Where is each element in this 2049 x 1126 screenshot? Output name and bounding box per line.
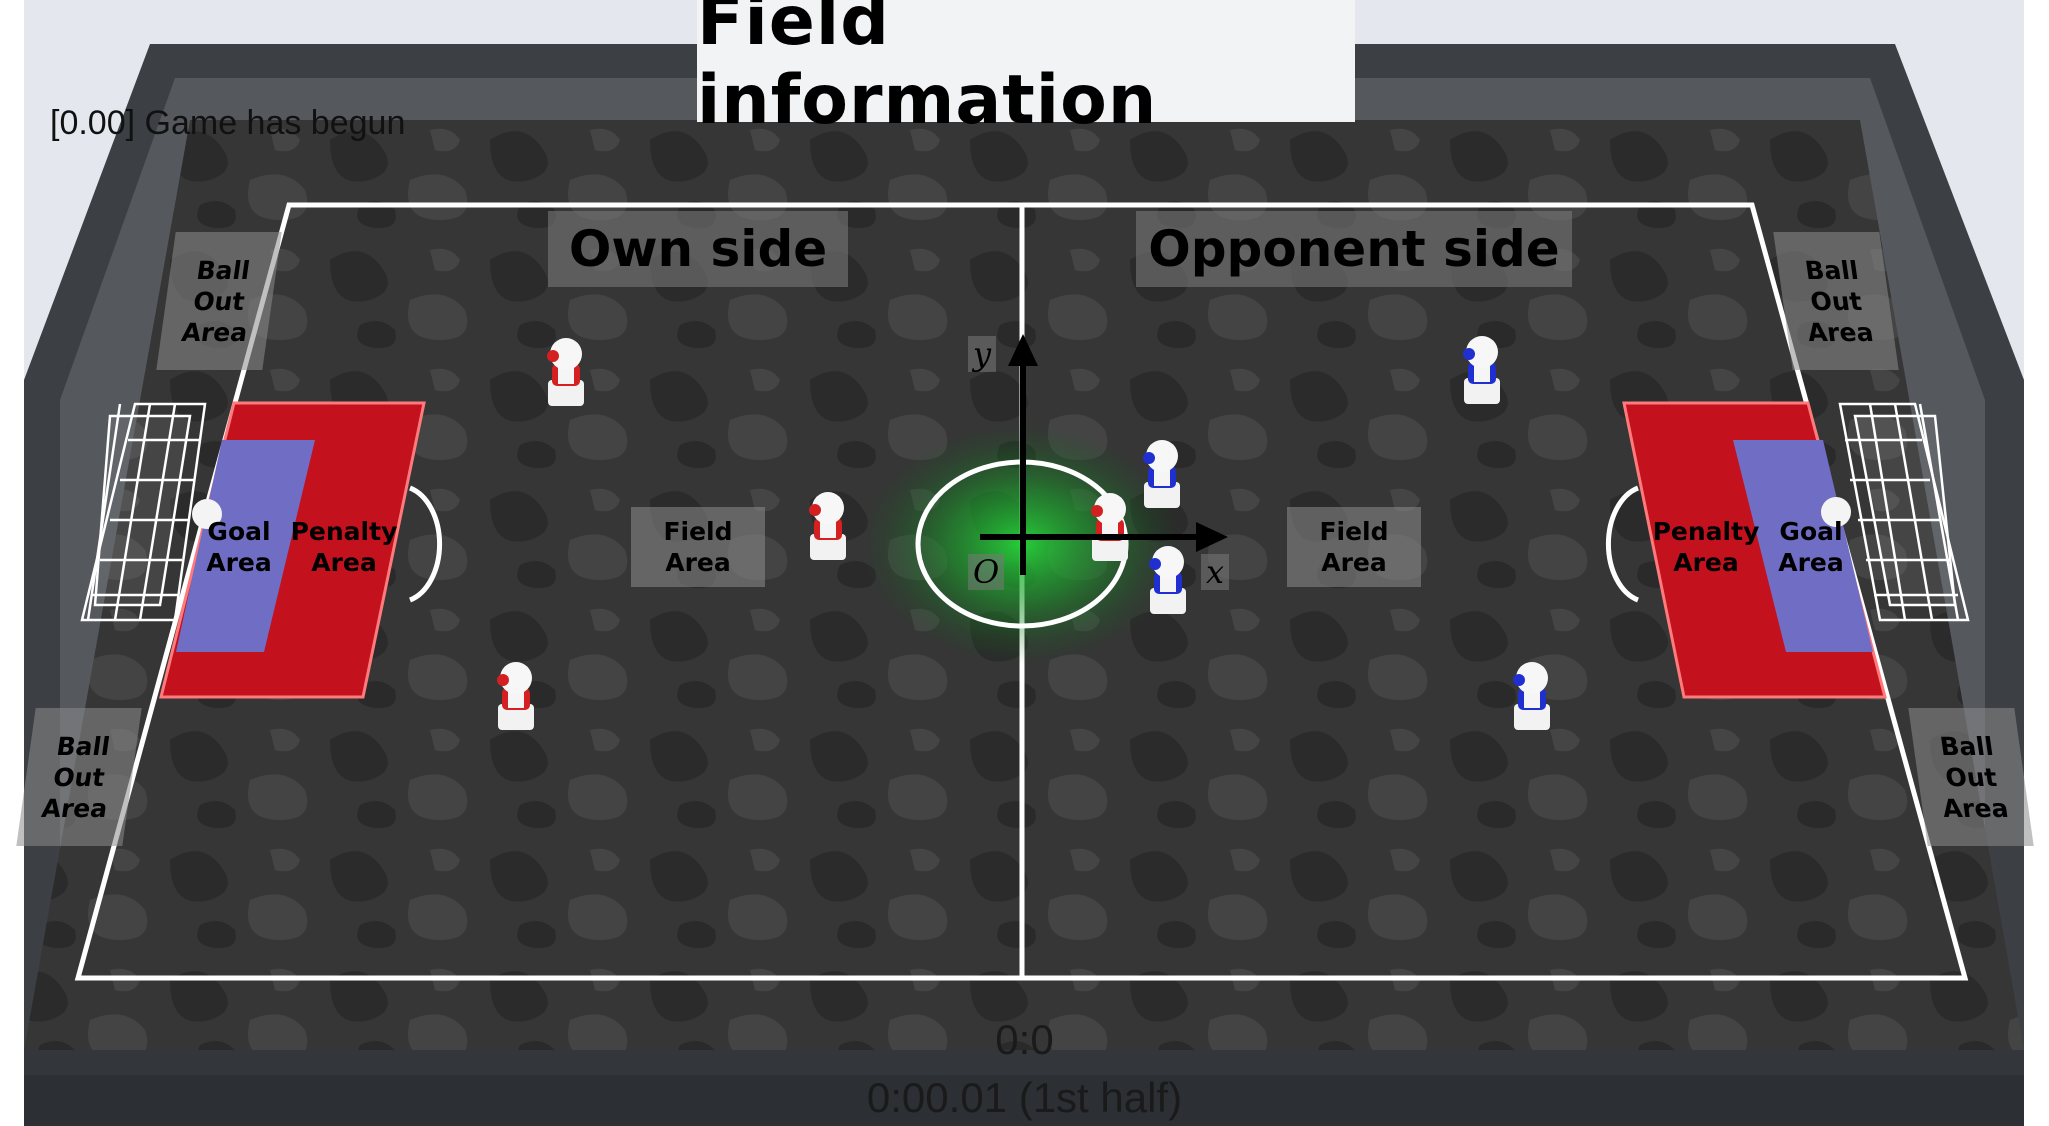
goal-area-opponent — [1733, 440, 1873, 652]
origin-label: O — [968, 554, 1005, 590]
y-axis-arrow-icon — [1008, 334, 1038, 366]
ball-marker-right — [1821, 497, 1851, 527]
own-side-label: Own side — [548, 211, 848, 287]
robot-own-1[interactable] — [547, 338, 584, 406]
goal-area-own — [176, 440, 315, 652]
goal-net-right — [1838, 402, 1970, 622]
game-log-message: [0.00] Game has begun — [50, 104, 406, 142]
game-clock: 0:00.01 (1st half) — [866, 1074, 1183, 1121]
robot-own-3[interactable] — [497, 662, 534, 730]
field-boundary — [74, 202, 1969, 981]
robot-opponent-4[interactable] — [1513, 662, 1550, 730]
x-axis-arrow-icon — [1196, 522, 1228, 552]
ball-out-area-top-right: Ball Out Area — [1773, 232, 1899, 370]
page-title: Field information — [697, 0, 1355, 140]
page-title-text: Field information — [697, 0, 1158, 140]
y-axis-label: y — [968, 336, 997, 372]
robot-opponent-1[interactable] — [1463, 336, 1500, 404]
robot-opponent-2[interactable] — [1143, 440, 1180, 508]
penalty-area-label-own: Penalty Area — [290, 517, 398, 577]
ball-out-area-bottom-left: Ball Out Area — [16, 708, 142, 846]
ball-out-area-top-left: Ball Out Area — [156, 232, 282, 370]
penalty-area-label-opponent: Penalty Area — [1652, 517, 1760, 577]
scoreboard: 0:0 — [995, 1016, 1054, 1063]
field-area-label-own: Field Area — [631, 507, 765, 587]
own-side-text: Own side — [568, 220, 828, 278]
ball-out-area-bottom-right: Ball Out Area — [1908, 708, 2034, 846]
ball-marker-left — [192, 499, 222, 529]
goal-area-label-own: Goal Area — [206, 517, 272, 577]
goal-net-left — [80, 402, 207, 622]
opponent-side-label: Opponent side — [1136, 211, 1572, 287]
robot-own-4[interactable] — [1091, 493, 1128, 561]
opponent-side-text: Opponent side — [1148, 220, 1560, 278]
goal-area-label-opponent: Goal Area — [1778, 517, 1844, 577]
field-area-label-opponent: Field Area — [1287, 507, 1421, 587]
robot-own-2[interactable] — [809, 492, 846, 560]
x-axis-label: x — [1201, 554, 1230, 590]
robot-opponent-3[interactable] — [1149, 546, 1186, 614]
